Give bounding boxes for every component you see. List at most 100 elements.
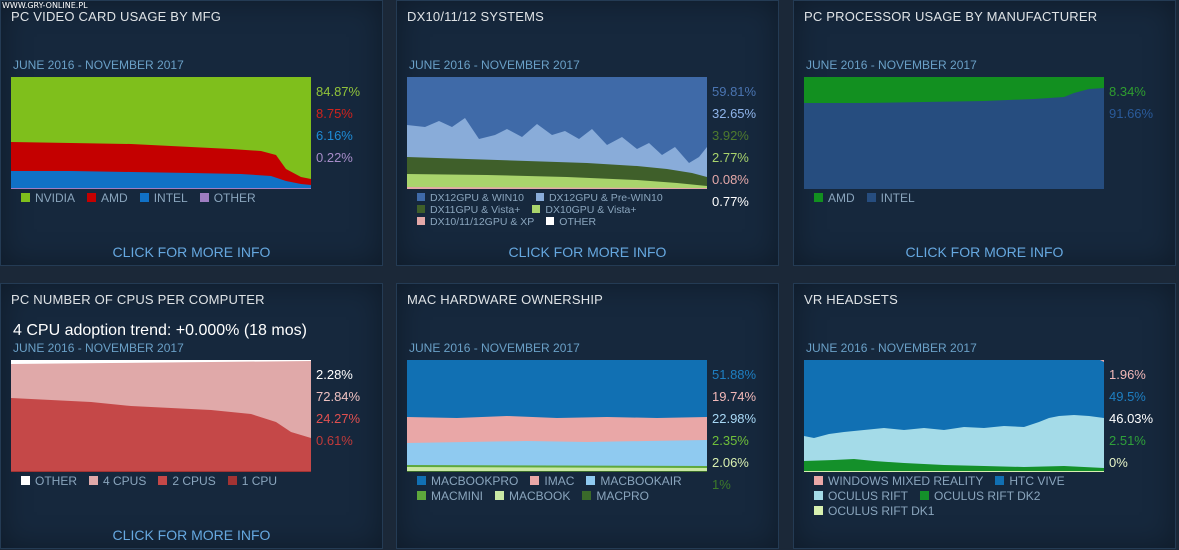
more-info-link[interactable]: CLICK FOR MORE INFO [905,244,1064,260]
area-dx10-vista [407,174,707,189]
value-label: 6.16% [316,128,353,143]
value-list: 51.88% 19.74% 22.98% 2.35% 2.06% 1% [712,364,756,496]
panel-vr-headsets[interactable]: VR HEADSETS JUNE 2016 - NOVEMBER 2017 1.… [793,283,1176,549]
area-wmr [1100,360,1104,362]
more-info-link[interactable]: CLICK FOR MORE INFO [508,244,667,260]
panel-mac-hardware[interactable]: MAC HARDWARE OWNERSHIP JUNE 2016 - NOVEM… [396,283,779,549]
legend-swatch [417,217,425,225]
legend-item: MACBOOKAIR [586,474,682,488]
panel-processor-usage[interactable]: PC PROCESSOR USAGE BY MANUFACTURER JUNE … [793,0,1176,266]
chart-legend: DX12GPU & WIN10 DX12GPU & Pre-WIN10 DX11GP… [417,192,707,228]
legend-item: NVIDIA [21,191,75,205]
panel-title: MAC HARDWARE OWNERSHIP [407,292,604,307]
legend-label: DX12GPU & Pre-WIN10 [548,192,663,204]
legend-label: OCULUS RIFT DK2 [934,489,1041,503]
panel-title: DX10/11/12 SYSTEMS [407,9,545,24]
legend-swatch [417,476,426,485]
legend-swatch [920,491,930,500]
area-chart [407,360,707,472]
panel-cpus-per-computer[interactable]: PC NUMBER OF CPUS PER COMPUTER 4 CPU ado… [0,283,383,549]
legend-label: DX10/11/12GPU & XP [430,216,535,228]
area-chart [804,77,1104,189]
value-list: 1.96% 49.5% 46.03% 2.51% 0% [1109,364,1153,474]
legend-item: INTEL [139,191,188,205]
legend-swatch [814,506,823,515]
legend-swatch [87,193,97,202]
legend-label: 1 CPU [241,474,278,488]
legend-swatch [814,476,823,485]
legend-label: NVIDIA [35,191,76,205]
value-label: 1.96% [1109,367,1146,382]
area-chart [11,360,311,472]
legend-item: OTHER [546,216,596,228]
legend-item: DX12GPU & Pre-WIN10 [535,192,663,204]
legend-item: WINDOWS MIXED REALITY [814,474,983,488]
legend-label: OTHER [213,191,256,205]
legend-label: INTEL [153,191,188,205]
legend-swatch [814,193,823,202]
legend-swatch [582,491,592,500]
area-chart [804,360,1104,472]
value-label: 0.77% [712,194,749,209]
legend-label: MACPRO [596,489,650,503]
value-label: 49.5% [1109,389,1146,404]
panel-title: VR HEADSETS [804,292,898,307]
legend-label: DX12GPU & WIN10 [430,192,524,204]
legend-label: MACBOOKAIR [600,474,682,488]
value-label: 32.65% [712,106,757,121]
panel-title: PC VIDEO CARD USAGE BY MFG [11,9,222,24]
panel-video-card-usage[interactable]: PC VIDEO CARD USAGE BY MFG JUNE 2016 - N… [0,0,383,266]
legend-label: HTC VIVE [1009,474,1065,488]
panel-title: PC PROCESSOR USAGE BY MANUFACTURER [804,9,1098,24]
legend-label: 2 CPUS [172,474,216,488]
value-label: 2.28% [316,367,353,382]
legend-label: OTHER [35,474,77,488]
legend-item: OCULUS RIFT [814,489,908,503]
value-label: 72.84% [316,389,361,404]
legend-item: 1 CPU [227,474,278,488]
value-list: 59.81% 32.65% 3.92% 2.77% 0.08% 0.77% [712,81,756,213]
value-label: 8.34% [1109,84,1146,99]
legend-item: DX10/11/12GPU & XP [417,216,534,228]
legend-label: MACMINI [431,489,483,503]
value-list: 84.87% 8.75% 6.16% 0.22% [316,81,360,169]
legend-swatch [586,476,596,485]
value-label: 84.87% [316,84,361,99]
legend-label: OTHER [559,216,597,228]
legend-swatch [417,205,425,213]
legend-swatch [227,476,237,485]
value-label: 91.66% [1109,106,1154,121]
legend-label: WINDOWS MIXED REALITY [828,474,984,488]
trend-label: 4 CPU adoption trend: +0.000% (18 mos) [13,322,307,339]
value-label: 24.27% [316,411,361,426]
value-label: 2.77% [712,150,749,165]
legend-label: IMAC [544,474,575,488]
chart-legend: AMD INTEL [814,191,1104,206]
legend-item: AMD [814,191,855,205]
chart-legend: OTHER 4 CPUS 2 CPUS 1 CPU [21,474,311,489]
value-label: 0.08% [712,172,749,187]
area-chart [407,77,707,189]
area-macbook [407,467,707,472]
legend-swatch [535,193,544,201]
legend-swatch [21,193,30,202]
legend-item: 4 CPUS [89,474,146,488]
legend-item: OCULUS RIFT DK2 [920,489,1040,503]
value-list: 8.34% 91.66% [1109,81,1153,125]
chart-legend: MACBOOKPRO IMAC MACBOOKAIR MACMINI MACBOOK MA… [417,474,707,504]
watermark: WWW.GRY-ONLINE.PL [2,1,88,10]
value-label: 0% [1109,455,1128,470]
legend-swatch [532,205,541,213]
legend-label: DX10GPU & Vista+ [545,204,637,216]
legend-item: OCULUS RIFT DK1 [814,504,934,518]
legend-item: OTHER [21,474,77,488]
area-1cpu [11,471,311,472]
more-info-link[interactable]: CLICK FOR MORE INFO [112,527,271,543]
legend-label: 4 CPUS [103,474,147,488]
legend-swatch [866,193,876,202]
panel-dx-systems[interactable]: DX10/11/12 SYSTEMS JUNE 2016 - NOVEMBER … [396,0,779,266]
more-info-link[interactable]: CLICK FOR MORE INFO [112,244,271,260]
legend-item: INTEL [866,191,915,205]
value-label: 19.74% [712,389,757,404]
legend-label: DX11GPU & Vista+ [430,204,521,216]
